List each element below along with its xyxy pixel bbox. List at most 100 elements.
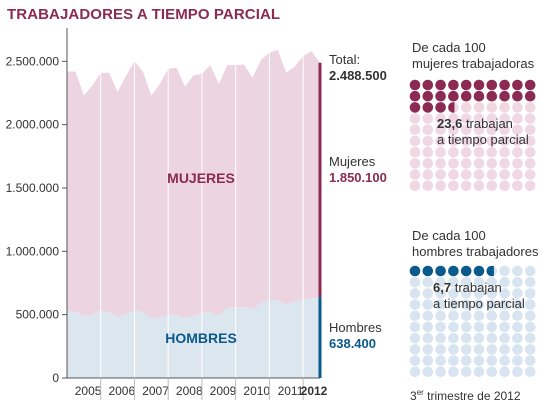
men-dot xyxy=(422,265,434,277)
women-dot xyxy=(512,124,523,136)
women-dot xyxy=(422,79,434,91)
men-panel-heading: De cada 100 hombres trabajadores xyxy=(412,228,538,260)
men-dot xyxy=(435,366,446,378)
men-dot xyxy=(499,310,510,322)
men-dot xyxy=(499,344,510,355)
men-dot xyxy=(512,276,523,288)
note-sup: er xyxy=(416,388,424,397)
men-dot xyxy=(524,288,536,299)
women-pct-text: 23,6 trabajan a tiempo parcial xyxy=(437,116,529,148)
men-dot xyxy=(409,265,421,277)
men-dot xyxy=(422,276,434,288)
men-dot xyxy=(448,299,459,310)
men-dot xyxy=(499,355,510,366)
y-tick-label: 1.000.000 xyxy=(6,244,60,258)
women-dot xyxy=(512,146,523,158)
women-dot xyxy=(486,146,498,158)
men-dot xyxy=(422,321,434,333)
men-dot xyxy=(486,355,498,366)
women-dot xyxy=(409,135,421,147)
men-heading-line2: hombres trabajadores xyxy=(412,244,539,259)
women-dot xyxy=(486,169,498,180)
women-dot xyxy=(486,79,498,91)
women-dot xyxy=(422,113,434,124)
women-pct-line2: a tiempo parcial xyxy=(437,132,529,147)
women-dot xyxy=(512,135,523,147)
men-area-label: HOMBRES xyxy=(165,330,237,346)
men-pct-line2: a tiempo parcial xyxy=(433,296,525,311)
women-dot xyxy=(524,124,536,136)
men-dot xyxy=(409,321,421,333)
total-annotation: Total: 2.488.500 xyxy=(329,52,387,84)
women-dot xyxy=(486,113,498,124)
women-panel-heading: De cada 100 mujeres trabajadoras xyxy=(412,40,534,72)
women-dot xyxy=(435,135,446,147)
women-dot xyxy=(460,90,472,102)
women-dot xyxy=(473,124,485,136)
women-value: 1.850.100 xyxy=(329,170,387,185)
women-dot xyxy=(473,180,485,192)
x-tick-label: 2005 xyxy=(75,384,102,398)
women-dot xyxy=(473,79,485,91)
women-dot xyxy=(524,90,536,102)
men-dot xyxy=(435,355,446,366)
women-pct-value: 23,6 xyxy=(437,116,463,131)
note-prefix: 3 xyxy=(410,389,417,403)
men-dot xyxy=(499,265,510,277)
women-dot xyxy=(473,158,485,169)
x-tick-label: 2008 xyxy=(176,384,203,398)
men-dot xyxy=(409,288,421,299)
women-dot xyxy=(409,124,421,136)
men-dot xyxy=(448,310,459,322)
women-area-label: MUJERES xyxy=(167,170,235,186)
men-dot xyxy=(460,299,472,310)
women-dot xyxy=(435,79,446,91)
men-dot xyxy=(435,310,446,322)
women-dot xyxy=(409,169,421,180)
men-dot xyxy=(524,310,536,322)
men-dot xyxy=(486,344,498,355)
women-dot xyxy=(499,135,510,147)
x-tick-label: 2009 xyxy=(210,384,237,398)
men-dot xyxy=(512,310,523,322)
men-dot xyxy=(460,265,472,277)
men-dot xyxy=(422,288,434,299)
women-dot xyxy=(524,102,536,113)
women-dot xyxy=(460,102,472,113)
women-dot xyxy=(422,90,434,102)
women-dot xyxy=(524,180,536,192)
men-dot xyxy=(422,299,434,310)
men-dot xyxy=(524,344,536,355)
women-dot xyxy=(512,113,523,124)
men-dot xyxy=(448,355,459,366)
men-dot xyxy=(460,310,472,322)
women-dot xyxy=(422,158,434,169)
men-label: Hombres xyxy=(329,320,382,335)
women-dot xyxy=(409,146,421,158)
women-dot xyxy=(435,180,446,192)
men-dot xyxy=(422,355,434,366)
women-annotation: Mujeres 1.850.100 xyxy=(329,154,387,186)
women-dot xyxy=(435,102,446,113)
men-dot xyxy=(524,276,536,288)
x-tick-label: 2007 xyxy=(142,384,169,398)
women-dot xyxy=(422,169,434,180)
women-dot xyxy=(448,135,459,147)
men-dot xyxy=(486,366,498,378)
women-dot xyxy=(499,180,510,192)
women-dot xyxy=(422,135,434,147)
y-tick-label: 0 xyxy=(52,371,59,385)
men-dot xyxy=(499,288,510,299)
men-dot xyxy=(409,276,421,288)
women-dot xyxy=(524,113,536,124)
men-dot xyxy=(512,332,523,344)
men-dot xyxy=(512,265,523,277)
women-heading-line1: De cada 100 xyxy=(412,40,486,55)
men-dot xyxy=(473,265,485,277)
men-dot xyxy=(524,299,536,310)
men-dot-grid xyxy=(409,265,536,378)
men-dot xyxy=(473,332,485,344)
men-area xyxy=(67,297,320,378)
men-dot xyxy=(473,276,485,288)
women-dot xyxy=(422,180,434,192)
